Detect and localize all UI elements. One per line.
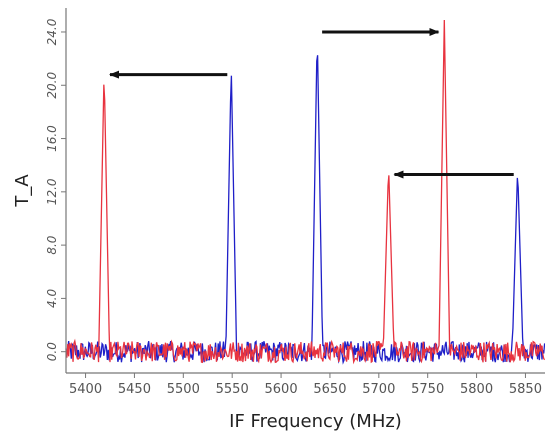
series-line-2	[65, 19, 545, 365]
x-tick-label: 5500	[167, 382, 200, 397]
y-tick-label: 24.0	[45, 18, 59, 45]
x-tick-label: 5650	[313, 382, 346, 397]
annotation-layer	[108, 27, 514, 179]
x-tick-label: 5600	[265, 382, 298, 397]
y-axis-title: T_A	[12, 174, 33, 208]
y-tick-label: 0.0	[45, 342, 59, 361]
axes-layer: 5400 5450 5500 5550 5600 5650 5700 5750 5800 5850…	[45, 8, 545, 397]
x-tick-label: 5400	[69, 382, 102, 397]
y-tick-label: 4.0	[45, 288, 59, 307]
x-tick-label: 5550	[216, 382, 249, 397]
y-tick-label: 8.0	[45, 235, 59, 254]
x-tick-label: 5700	[362, 382, 395, 397]
x-tick-label: 5750	[411, 382, 444, 397]
y-tick-label: 12.0	[45, 178, 59, 205]
x-tick-label: 5850	[509, 382, 542, 397]
x-tick-label: 5800	[460, 382, 493, 397]
series-line-1	[65, 55, 545, 365]
y-tick-label: 16.0	[45, 125, 59, 152]
y-tick-label: 20.0	[45, 72, 59, 99]
series-layer	[65, 19, 545, 365]
x-tick-label: 5450	[118, 382, 151, 397]
x-axis-title: IF Frequency (MHz)	[229, 411, 402, 432]
